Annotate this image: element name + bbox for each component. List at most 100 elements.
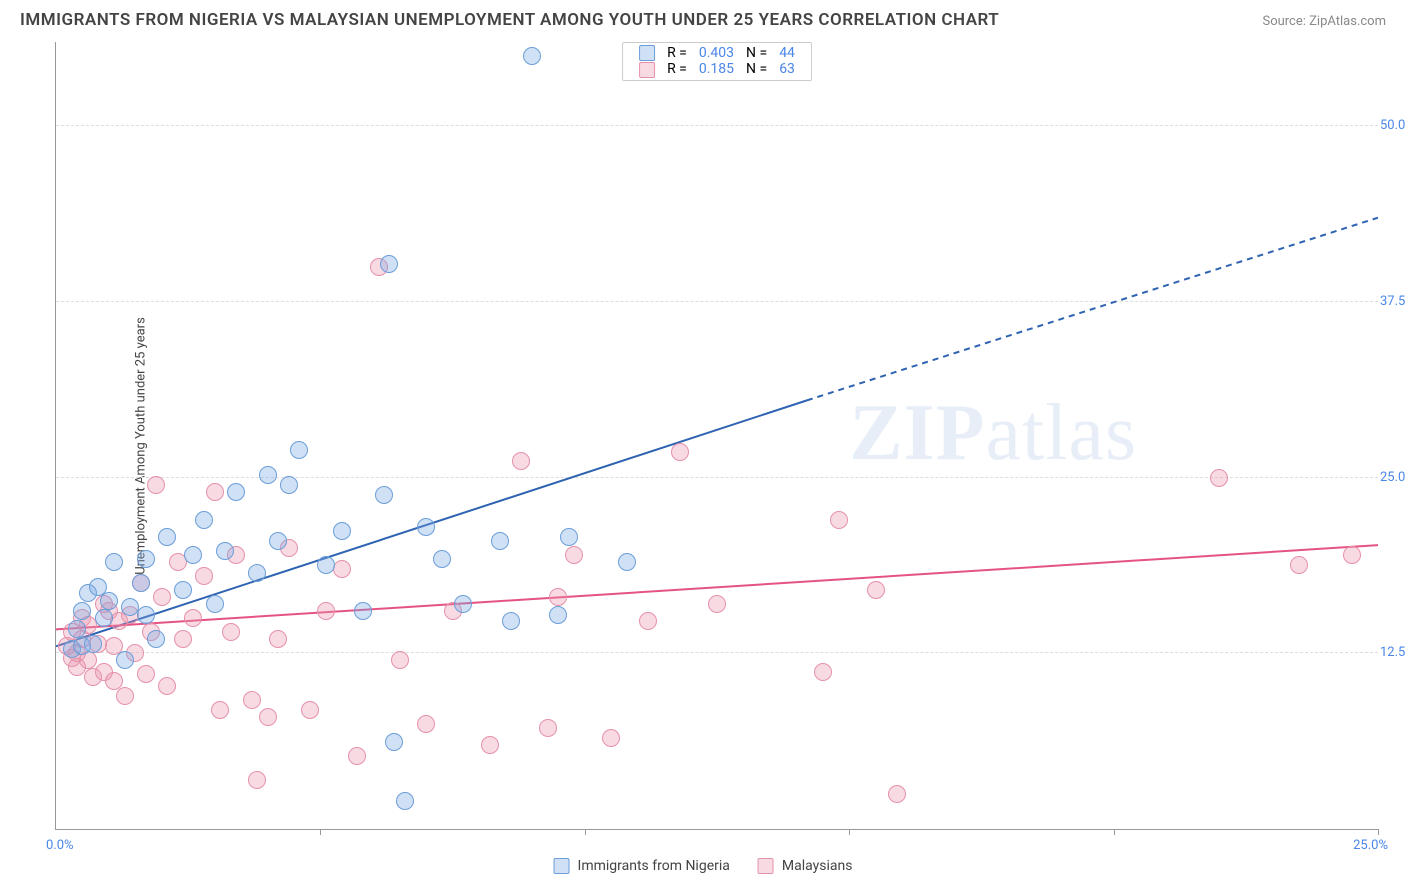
data-point — [1343, 546, 1361, 564]
x-tick — [320, 829, 321, 835]
data-point — [116, 651, 134, 669]
data-point — [618, 553, 636, 571]
data-point — [269, 630, 287, 648]
data-point — [333, 522, 351, 540]
data-point — [502, 612, 520, 630]
legend-n-value: 63 — [773, 61, 801, 77]
data-point — [195, 567, 213, 585]
data-point — [206, 483, 224, 501]
data-point — [243, 691, 261, 709]
gridline: 50.0% — [56, 125, 1378, 126]
data-point — [147, 476, 165, 494]
legend-n-label: N = — [740, 61, 773, 77]
data-point — [116, 687, 134, 705]
data-point — [100, 592, 118, 610]
data-point — [867, 581, 885, 599]
data-point — [137, 550, 155, 568]
x-tick — [1378, 829, 1379, 835]
data-point — [147, 630, 165, 648]
data-point — [105, 553, 123, 571]
x-tick — [1114, 829, 1115, 835]
trend-lines-layer — [56, 42, 1378, 829]
series-legend-label: Malaysians — [782, 858, 853, 874]
data-point — [888, 785, 906, 803]
series-legend-item: Malaysians — [758, 858, 853, 874]
legend-row: R =0.403N =44 — [633, 45, 801, 61]
data-point — [95, 609, 113, 627]
data-point — [280, 476, 298, 494]
data-point — [385, 733, 403, 751]
data-point — [174, 630, 192, 648]
data-point — [317, 556, 335, 574]
data-point — [158, 677, 176, 695]
data-point — [248, 771, 266, 789]
data-point — [830, 511, 848, 529]
data-point — [184, 609, 202, 627]
legend-row: R =0.185N =63 — [633, 61, 801, 77]
data-point — [290, 441, 308, 459]
watermark: ZIPatlas — [849, 388, 1137, 479]
data-point — [348, 747, 366, 765]
series-legend-label: Immigrants from Nigeria — [578, 858, 730, 874]
data-point — [269, 532, 287, 550]
data-point — [454, 595, 472, 613]
data-point — [73, 602, 91, 620]
correlation-legend: R =0.403N =44R =0.185N =63 — [622, 42, 812, 81]
y-tick-label: 25.0% — [1380, 470, 1406, 485]
legend-r-label: R = — [661, 61, 693, 77]
legend-swatch — [554, 858, 570, 874]
data-point — [1210, 469, 1228, 487]
x-tick — [585, 829, 586, 835]
data-point — [417, 518, 435, 536]
trend-line-dashed — [807, 218, 1378, 401]
data-point — [216, 542, 234, 560]
data-point — [491, 532, 509, 550]
data-point — [565, 546, 583, 564]
data-point — [84, 635, 102, 653]
legend-swatch — [639, 62, 655, 78]
source-credit: Source: ZipAtlas.com — [1262, 14, 1386, 29]
data-point — [639, 612, 657, 630]
legend-r-value: 0.403 — [693, 45, 740, 61]
data-point — [539, 719, 557, 737]
data-point — [549, 588, 567, 606]
data-point — [354, 602, 372, 620]
data-point — [549, 606, 567, 624]
data-point — [560, 528, 578, 546]
data-point — [248, 564, 266, 582]
data-point — [375, 486, 393, 504]
data-point — [174, 581, 192, 599]
data-point — [227, 483, 245, 501]
y-tick-label: 12.5% — [1380, 645, 1406, 660]
data-point — [523, 47, 541, 65]
legend-swatch — [639, 45, 655, 61]
data-point — [433, 550, 451, 568]
series-legend: Immigrants from Nigeria Malaysians — [554, 858, 853, 874]
x-tick — [849, 829, 850, 835]
legend-n-value: 44 — [773, 45, 801, 61]
x-axis-origin-label: 0.0% — [46, 838, 74, 853]
data-point — [417, 715, 435, 733]
data-point — [602, 729, 620, 747]
data-point — [512, 452, 530, 470]
data-point — [333, 560, 351, 578]
gridline: 37.5% — [56, 301, 1378, 302]
data-point — [153, 588, 171, 606]
data-point — [206, 595, 224, 613]
legend-r-label: R = — [661, 45, 693, 61]
legend-n-label: N = — [740, 45, 773, 61]
data-point — [380, 255, 398, 273]
data-point — [481, 736, 499, 754]
data-point — [391, 651, 409, 669]
legend-r-value: 0.185 — [693, 61, 740, 77]
chart-title: IMMIGRANTS FROM NIGERIA VS MALAYSIAN UNE… — [20, 10, 999, 30]
series-legend-item: Immigrants from Nigeria — [554, 858, 730, 874]
data-point — [137, 665, 155, 683]
data-point — [301, 701, 319, 719]
data-point — [211, 701, 229, 719]
x-axis-max-label: 25.0% — [1353, 838, 1388, 853]
trend-line-solid — [56, 545, 1378, 629]
data-point — [396, 792, 414, 810]
data-point — [195, 511, 213, 529]
data-point — [317, 602, 335, 620]
